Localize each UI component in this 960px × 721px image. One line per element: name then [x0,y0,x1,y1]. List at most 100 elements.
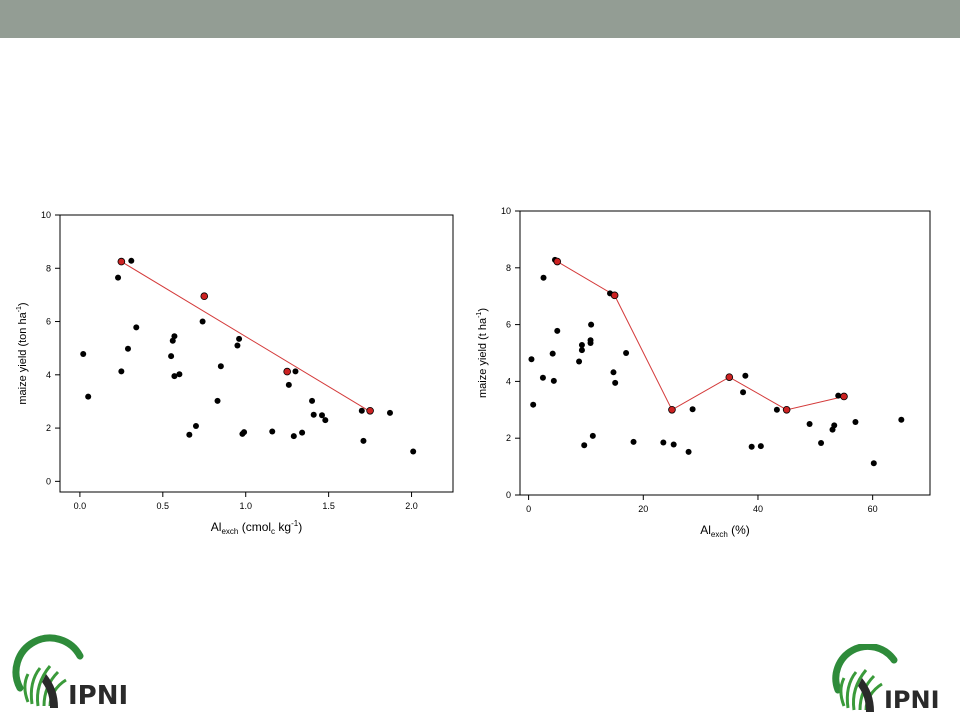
x-tick-label: 0.0 [74,501,87,511]
x-tick-label: 60 [868,504,878,514]
data-point [589,432,596,439]
data-point [85,393,92,400]
boundary-point [283,367,291,376]
data-point [581,442,588,449]
header-bar [0,0,960,38]
data-point [623,350,630,356]
data-point [660,439,667,446]
data-point [128,257,135,264]
data-point [540,274,547,281]
y-tick-label: 6 [506,320,511,330]
data-point [299,429,306,436]
boundary-point [668,406,676,414]
y-tick-label: 10 [501,206,511,216]
data-point [310,411,317,418]
chart-right-svg: 0 20 40 60 0 2 4 6 8 10 Alexch (%) maize yield (t h… [476,206,931,539]
data-point [169,337,176,344]
data-point [554,327,561,334]
y-tick-label: 0 [506,490,511,500]
x-tick-label: 20 [638,504,648,514]
data-point [578,342,585,349]
data-point [550,377,557,384]
plot-frame [519,210,931,496]
chart-yield-vs-al-percent: 0 20 40 60 0 2 4 6 8 10 Alexch (%) maize yield (t h… [470,195,960,555]
data-point [670,441,677,448]
boundary-point [610,291,619,300]
data-point [115,274,122,281]
y-tick-label: 8 [46,263,51,273]
data-point [118,368,125,375]
data-point [870,460,877,467]
y-tick-label: 4 [46,370,51,380]
data-point [835,392,842,399]
data-point [176,371,183,378]
data-point [322,417,329,424]
y-tick-label: 10 [41,210,51,220]
svg-text:IPNI: IPNI [884,686,940,714]
svg-text:IPNI: IPNI [68,681,128,711]
data-point [319,412,325,419]
data-point [124,345,131,352]
data-point [285,381,292,388]
ipni-logo-graphic: IPNI [832,642,940,714]
data-point [290,433,297,440]
y-tick-label: 2 [46,423,51,433]
x-tick-label: 0 [526,504,531,514]
data-point [234,342,241,349]
data-point [630,438,637,445]
x-tick-label: 1.5 [322,501,335,511]
data-point [186,431,193,438]
ipni-logo-left: IPNI [10,632,140,716]
boundary-point [725,373,734,381]
data-point [528,356,535,363]
data-point [689,406,696,413]
boundary-line [557,261,845,411]
y-tick-label: 2 [506,433,511,443]
data-point [80,351,87,358]
y-tick-label: 4 [506,376,511,386]
y-axis-label: maize yield (t ha-1) [476,308,489,398]
x-tick-label: 40 [753,504,763,514]
x-tick-label: 2.0 [405,501,418,511]
data-point [852,419,859,426]
y-tick-label: 8 [506,263,511,273]
data-point [171,333,178,340]
data-point [133,324,140,331]
data-point [241,429,248,436]
plot-frame [59,214,454,493]
data-point [386,409,393,416]
boundary-point [840,392,848,401]
data-point [539,374,546,381]
data-point [309,397,316,404]
chart-yield-vs-al-cmol: 0.0 0.5 1.0 1.5 2.0 0 2 4 6 8 10 Alexch (cmolc kg-1… [0,195,470,555]
data-point [171,373,178,380]
data-point [748,443,755,450]
data-point [360,437,367,444]
data-point [806,421,813,427]
boundary-point [553,257,562,266]
data-point [292,368,299,375]
data-point [358,407,365,414]
ipni-logo-graphic: IPNI [12,634,128,711]
data-point [588,321,595,328]
boundary-line [121,261,371,412]
data-point [269,428,276,435]
data-point [199,318,206,325]
data-point [168,353,175,360]
data-point [685,448,692,455]
data-point [773,406,780,413]
data-point [587,337,594,344]
data-point [549,350,556,357]
boundary-point [117,257,126,266]
data-point [610,369,617,376]
data-point [217,363,224,370]
chart-left-svg: 0.0 0.5 1.0 1.5 2.0 0 2 4 6 8 10 Alexch (cmolc kg-1… [16,210,454,536]
data-point [818,440,825,447]
y-tick-label: 0 [46,476,51,486]
data-point [236,335,243,342]
x-tick-label: 0.5 [157,501,170,511]
data-point [898,416,905,423]
x-axis-label: Alexch (cmolc kg-1) [211,519,302,536]
x-tick-label: 1.0 [239,501,252,511]
data-point [612,379,619,386]
